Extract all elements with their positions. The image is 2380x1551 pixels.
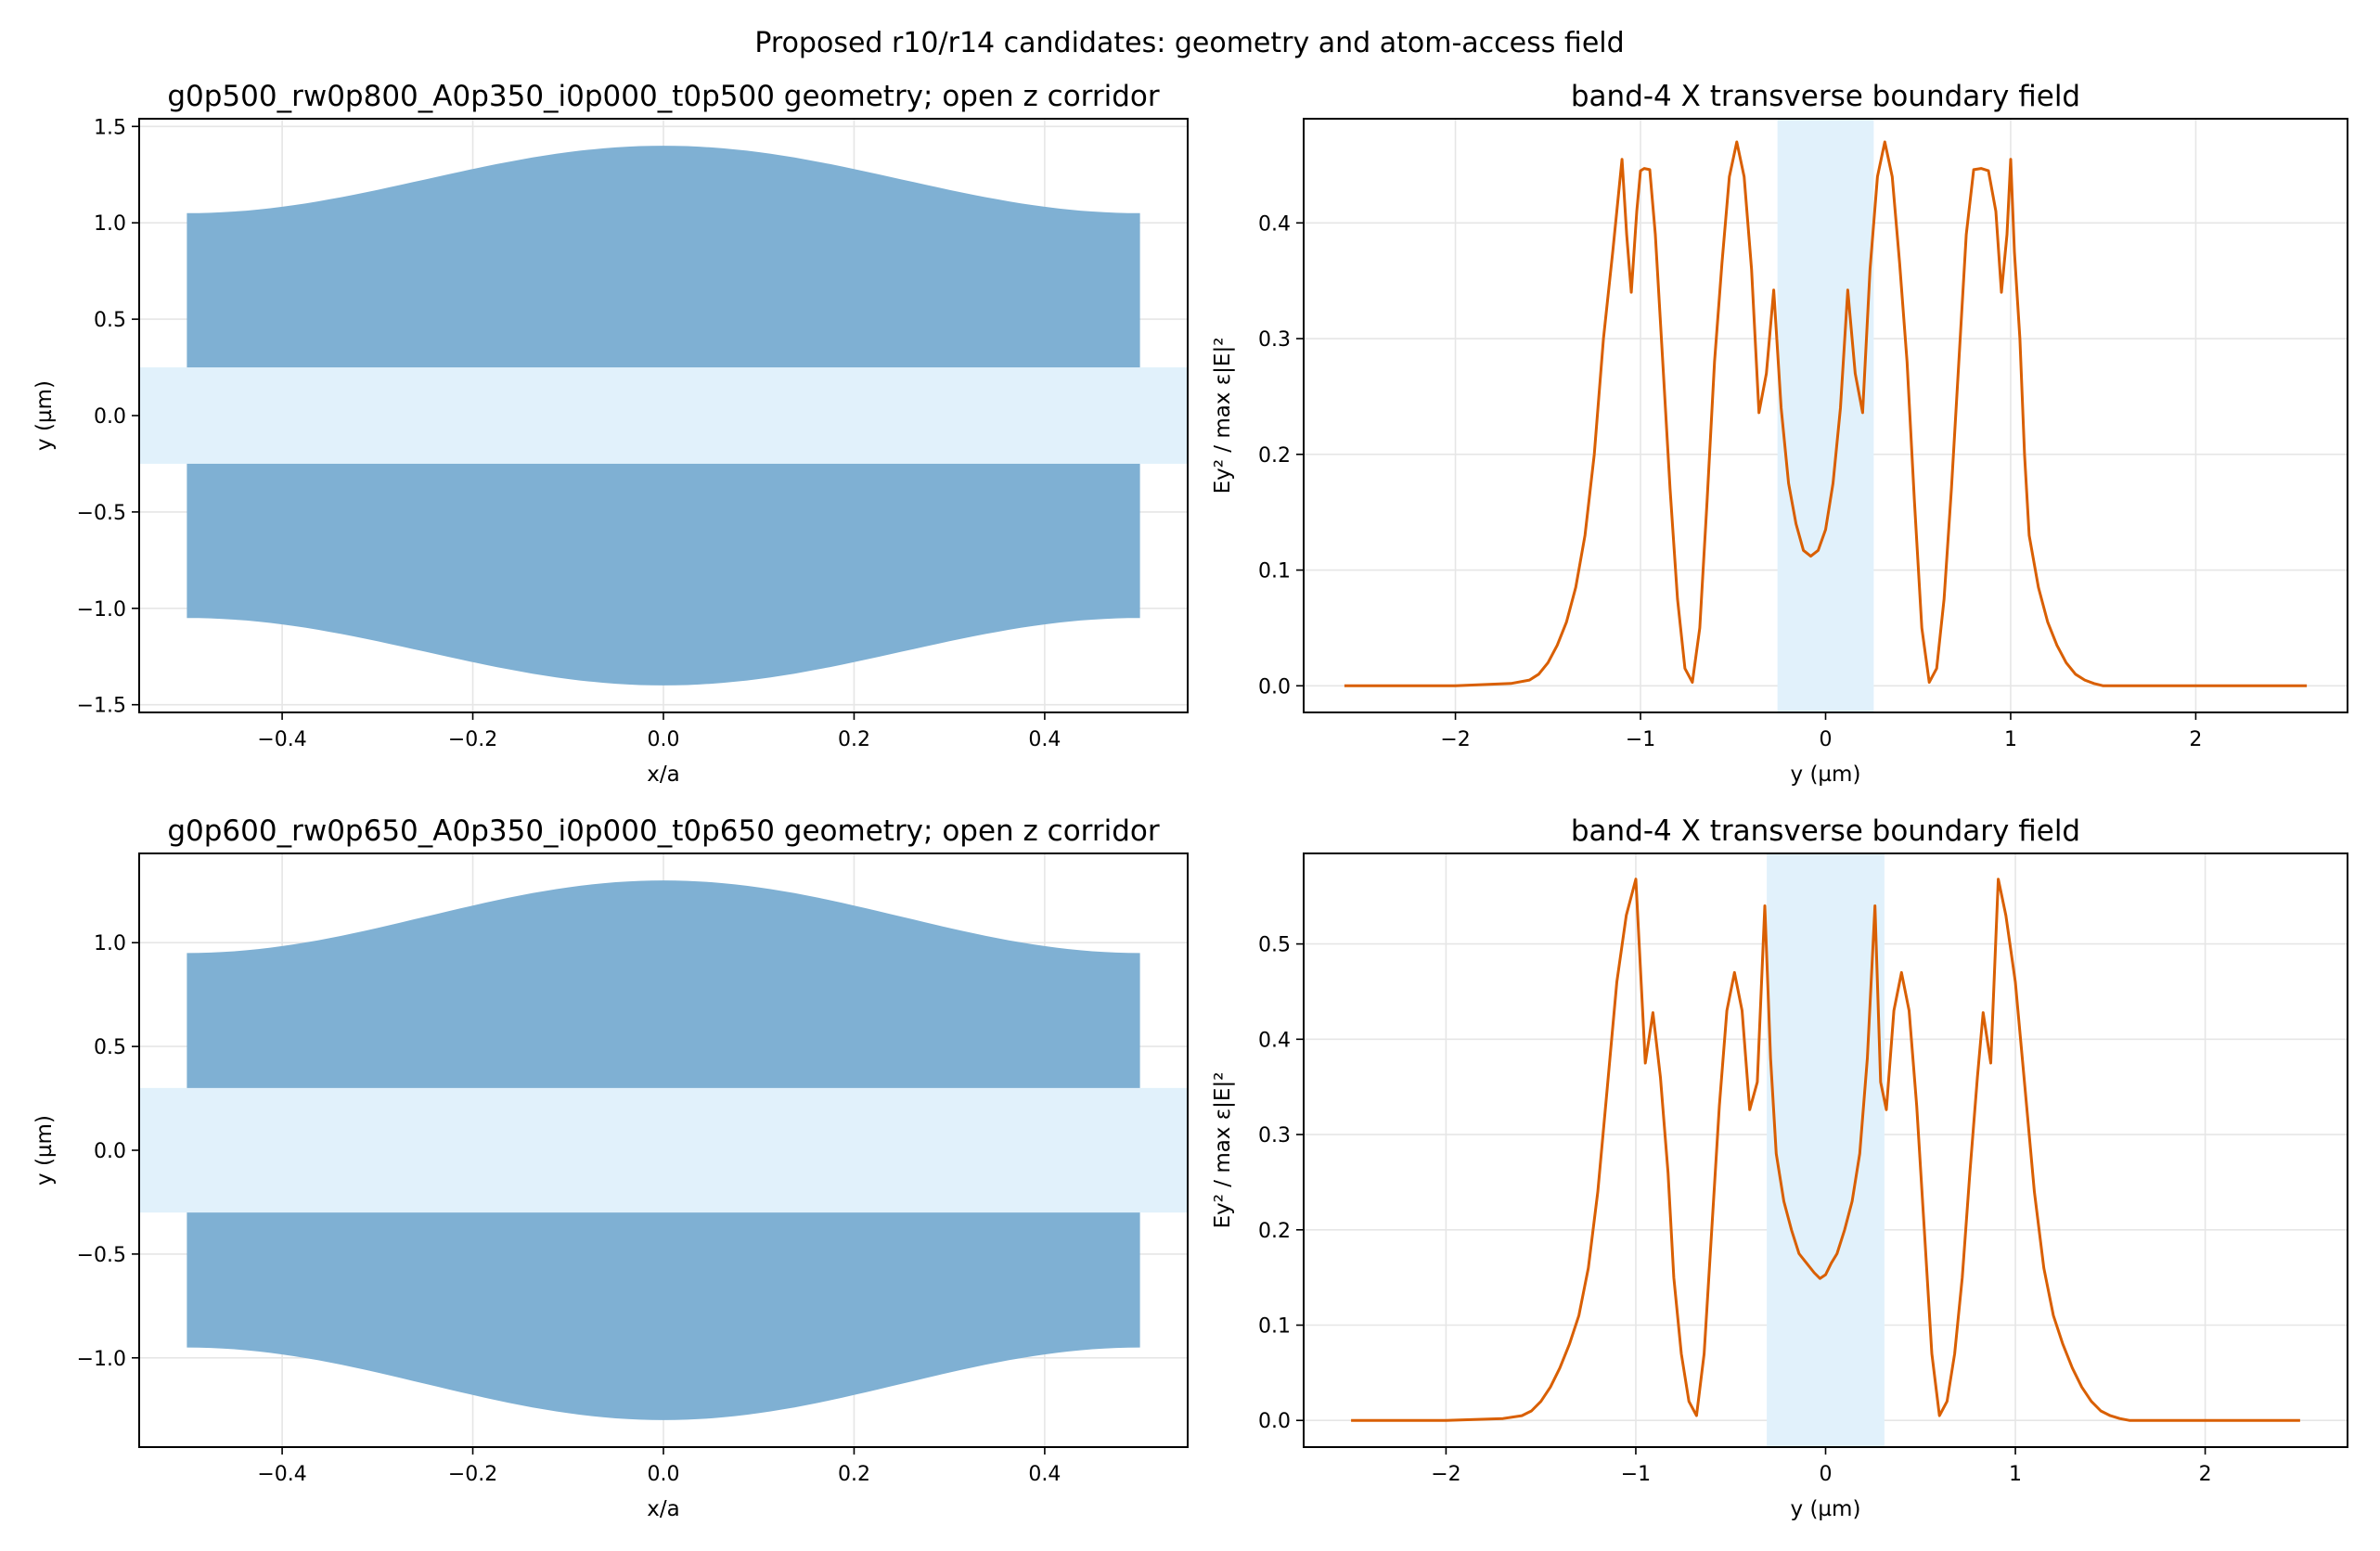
y-axis-label: Ey² / max ε|E|² bbox=[1211, 338, 1235, 494]
y-tick-label: 1.0 bbox=[94, 212, 126, 236]
y-tick-label: −0.5 bbox=[77, 1244, 126, 1267]
y-tick-label: −1.0 bbox=[77, 598, 126, 622]
y-tick-label: 0.2 bbox=[1258, 444, 1291, 468]
x-tick-label: 0.4 bbox=[1028, 728, 1061, 751]
y-tick-label: −1.5 bbox=[77, 695, 126, 718]
y-axis-label: y (µm) bbox=[32, 1115, 57, 1186]
x-tick-label: 0.0 bbox=[648, 1463, 680, 1486]
x-tick-label: 0.0 bbox=[648, 728, 680, 751]
y-tick-label: 0.0 bbox=[94, 1140, 126, 1163]
open-z-corridor bbox=[139, 367, 1188, 464]
open-z-corridor bbox=[139, 1087, 1188, 1213]
x-tick-label: 0 bbox=[1820, 728, 1833, 751]
x-tick-label: −1 bbox=[1621, 1463, 1651, 1486]
y-tick-label: 0.5 bbox=[94, 1036, 126, 1059]
x-tick-label: −2 bbox=[1431, 1463, 1460, 1486]
y-tick-label: 0.3 bbox=[1258, 328, 1291, 352]
figure-suptitle: Proposed r10/r14 candidates: geometry an… bbox=[754, 27, 1624, 59]
y-tick-label: 0.4 bbox=[1258, 212, 1291, 236]
plot-area bbox=[1344, 119, 2308, 712]
x-tick-label: 0.2 bbox=[838, 1463, 870, 1486]
x-tick-label: 1 bbox=[2009, 1463, 2022, 1486]
plot-area bbox=[139, 146, 1188, 686]
y-tick-label: 0.1 bbox=[1258, 1315, 1291, 1339]
y-tick-label: 1.0 bbox=[94, 932, 126, 955]
y-tick-label: 0.5 bbox=[1258, 934, 1291, 957]
x-tick-label: 0.4 bbox=[1028, 1463, 1061, 1486]
corridor-shading bbox=[1777, 119, 1874, 712]
y-tick-label: 0.0 bbox=[1258, 1410, 1291, 1433]
chart-panel-3: −0.4 −0.2 0.0 0.2 0.4 −1.0 −0.5 0.0 0.5 1.0 x/a y (… bbox=[32, 814, 1189, 1521]
chart-panel-1: −0.4 −0.2 0.0 0.2 0.4 −1.5 −1.0 −0.5 0.0 0.5 1.0 1.… bbox=[32, 80, 1189, 787]
panel-title: band-4 X transverse boundary field bbox=[1571, 814, 2080, 848]
x-tick-label: 0.2 bbox=[838, 728, 870, 751]
y-tick-label: 0.0 bbox=[1258, 675, 1291, 699]
y-tick-label: −0.5 bbox=[77, 502, 126, 525]
y-axis-label: y (µm) bbox=[32, 380, 57, 451]
x-axis-label: y (µm) bbox=[1791, 763, 1861, 787]
x-tick-label: −2 bbox=[1440, 728, 1470, 751]
x-tick-label: 2 bbox=[2189, 728, 2202, 751]
plot-area bbox=[1351, 853, 2300, 1447]
y-tick-label: −1.0 bbox=[77, 1348, 126, 1371]
panel-title: g0p500_rw0p800_A0p350_i0p000_t0p500 geom… bbox=[167, 80, 1160, 113]
y-tick-label: 1.5 bbox=[94, 116, 126, 139]
x-axis-label: x/a bbox=[647, 1497, 679, 1521]
y-axis-label: Ey² / max ε|E|² bbox=[1211, 1072, 1235, 1229]
chart-panel-4: −2 −1 0 1 2 0.0 0.1 0.2 0.3 0.4 0.5 y (µm) Ey² / max… bbox=[1211, 814, 2348, 1521]
y-tick-label: 0.2 bbox=[1258, 1220, 1291, 1243]
y-tick-label: 0.4 bbox=[1258, 1029, 1291, 1052]
x-tick-label: −0.4 bbox=[257, 728, 306, 751]
corridor-shading bbox=[1767, 853, 1885, 1447]
x-tick-label: 0 bbox=[1820, 1463, 1833, 1486]
x-tick-label: 1 bbox=[2004, 728, 2017, 751]
field-series-line-0 bbox=[1351, 878, 2300, 1422]
y-tick-label: 0.3 bbox=[1258, 1124, 1291, 1147]
plot-area bbox=[139, 880, 1188, 1420]
x-tick-label: −1 bbox=[1626, 728, 1655, 751]
y-tick-label: 0.1 bbox=[1258, 560, 1291, 583]
panel-title: g0p600_rw0p650_A0p350_i0p000_t0p650 geom… bbox=[167, 814, 1160, 848]
y-tick-label: 0.0 bbox=[94, 405, 126, 429]
field-series-line-0 bbox=[1344, 140, 2308, 687]
panel-title: band-4 X transverse boundary field bbox=[1571, 80, 2080, 113]
chart-panel-2: −2 −1 0 1 2 0.0 0.1 0.2 0.3 0.4 y (µm) Ey² / max ε|… bbox=[1211, 80, 2348, 787]
x-tick-label: 2 bbox=[2199, 1463, 2212, 1486]
x-axis-label: x/a bbox=[647, 763, 679, 787]
x-axis-label: y (µm) bbox=[1791, 1497, 1861, 1521]
x-tick-label: −0.4 bbox=[257, 1463, 306, 1486]
x-tick-label: −0.2 bbox=[448, 1463, 497, 1486]
y-tick-label: 0.5 bbox=[94, 309, 126, 332]
x-tick-label: −0.2 bbox=[448, 728, 497, 751]
